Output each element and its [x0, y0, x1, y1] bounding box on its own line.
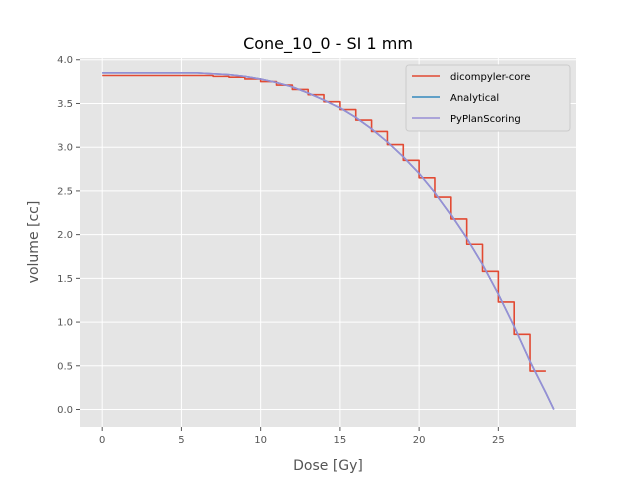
- legend-label-analytical: Analytical: [450, 93, 499, 104]
- y-tick-label: 3.0: [57, 143, 73, 154]
- x-tick-label: 5: [178, 435, 184, 446]
- y-tick-label: 0.0: [57, 405, 73, 416]
- x-tick-label: 10: [254, 435, 267, 446]
- x-axis-label: Dose [Gy]: [293, 458, 363, 474]
- series-line-dicompyler-core: [102, 74, 546, 372]
- y-tick-label: 4.0: [57, 55, 73, 66]
- x-tick-label: 25: [492, 435, 505, 446]
- x-tick-label: 15: [334, 435, 347, 446]
- x-tick-label: 0: [99, 435, 105, 446]
- legend-label-pyplanscoring: PyPlanScoring: [450, 114, 521, 125]
- y-tick-label: 2.0: [57, 230, 73, 241]
- series-lines: [102, 72, 555, 410]
- y-axis-label: volume [cc]: [26, 201, 42, 284]
- legend-box: [405, 64, 571, 132]
- legend-label-dicompyler-core: dicompyler-core: [450, 72, 530, 83]
- chart-title: Cone_10_0 - SI 1 mm: [243, 34, 413, 54]
- y-tick-label: 1.5: [57, 274, 73, 285]
- legend: dicompyler-core Analytical PyPlanScoring: [405, 64, 571, 132]
- y-tick-label: 3.5: [57, 99, 73, 110]
- x-tick-label: 20: [413, 435, 426, 446]
- y-tick-label: 1.0: [57, 318, 73, 329]
- y-tick-label: 2.5: [57, 186, 73, 197]
- ticks: 0 5 10 15 20 25 0.0 0.5 1.0 1.5 2.0 2.5 3.0 3.5 4.0: [57, 55, 505, 446]
- series-line-pyplanscoring: [102, 72, 555, 410]
- y-tick-label: 0.5: [57, 361, 73, 372]
